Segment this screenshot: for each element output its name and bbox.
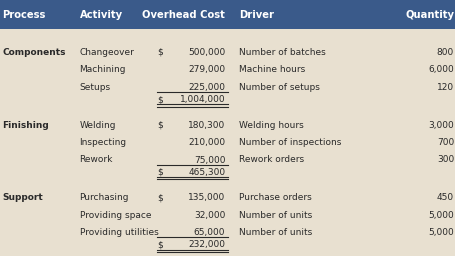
Text: Number of units: Number of units [239,211,312,220]
Text: $: $ [157,168,163,177]
Text: 5,000: 5,000 [428,228,454,237]
Text: Rework orders: Rework orders [239,155,304,165]
Text: Driver: Driver [239,10,274,20]
Text: Components: Components [2,48,66,57]
Text: 225,000: 225,000 [188,83,225,92]
FancyBboxPatch shape [0,29,455,256]
Text: $: $ [157,121,163,130]
Text: Overhead Cost: Overhead Cost [142,10,225,20]
Text: 450: 450 [437,193,454,202]
Text: 500,000: 500,000 [188,48,225,57]
Text: 120: 120 [437,83,454,92]
Text: Inspecting: Inspecting [80,138,127,147]
Text: 180,300: 180,300 [188,121,225,130]
Text: Changeover: Changeover [80,48,135,57]
Text: Activity: Activity [80,10,123,20]
Text: Number of batches: Number of batches [239,48,326,57]
Text: Providing utilities: Providing utilities [80,228,158,237]
Text: Rework: Rework [80,155,113,165]
Text: 6,000: 6,000 [428,65,454,74]
Text: 65,000: 65,000 [194,228,225,237]
Text: Number of inspections: Number of inspections [239,138,341,147]
Text: 465,300: 465,300 [188,168,225,177]
Text: 1,004,000: 1,004,000 [180,95,225,104]
Text: 300: 300 [437,155,454,165]
Text: Support: Support [2,193,43,202]
Text: Purchasing: Purchasing [80,193,129,202]
Text: 5,000: 5,000 [428,211,454,220]
Text: Setups: Setups [80,83,111,92]
Text: Machine hours: Machine hours [239,65,305,74]
Text: 135,000: 135,000 [188,193,225,202]
Text: 700: 700 [437,138,454,147]
Text: 800: 800 [437,48,454,57]
Text: $: $ [157,95,163,104]
Text: Process: Process [2,10,46,20]
Text: $: $ [157,193,163,202]
Text: Quantity: Quantity [405,10,454,20]
Text: 32,000: 32,000 [194,211,225,220]
FancyBboxPatch shape [0,0,455,29]
Text: Providing space: Providing space [80,211,151,220]
Text: $: $ [157,48,163,57]
Text: 210,000: 210,000 [188,138,225,147]
Text: 279,000: 279,000 [188,65,225,74]
Text: Finishing: Finishing [2,121,49,130]
Text: Welding: Welding [80,121,116,130]
Text: Number of units: Number of units [239,228,312,237]
Text: 232,000: 232,000 [188,240,225,250]
Text: Machining: Machining [80,65,126,74]
Text: Purchase orders: Purchase orders [239,193,312,202]
Text: Welding hours: Welding hours [239,121,303,130]
Text: Number of setups: Number of setups [239,83,320,92]
Text: 75,000: 75,000 [194,155,225,165]
Text: 3,000: 3,000 [428,121,454,130]
Text: $: $ [157,240,163,250]
